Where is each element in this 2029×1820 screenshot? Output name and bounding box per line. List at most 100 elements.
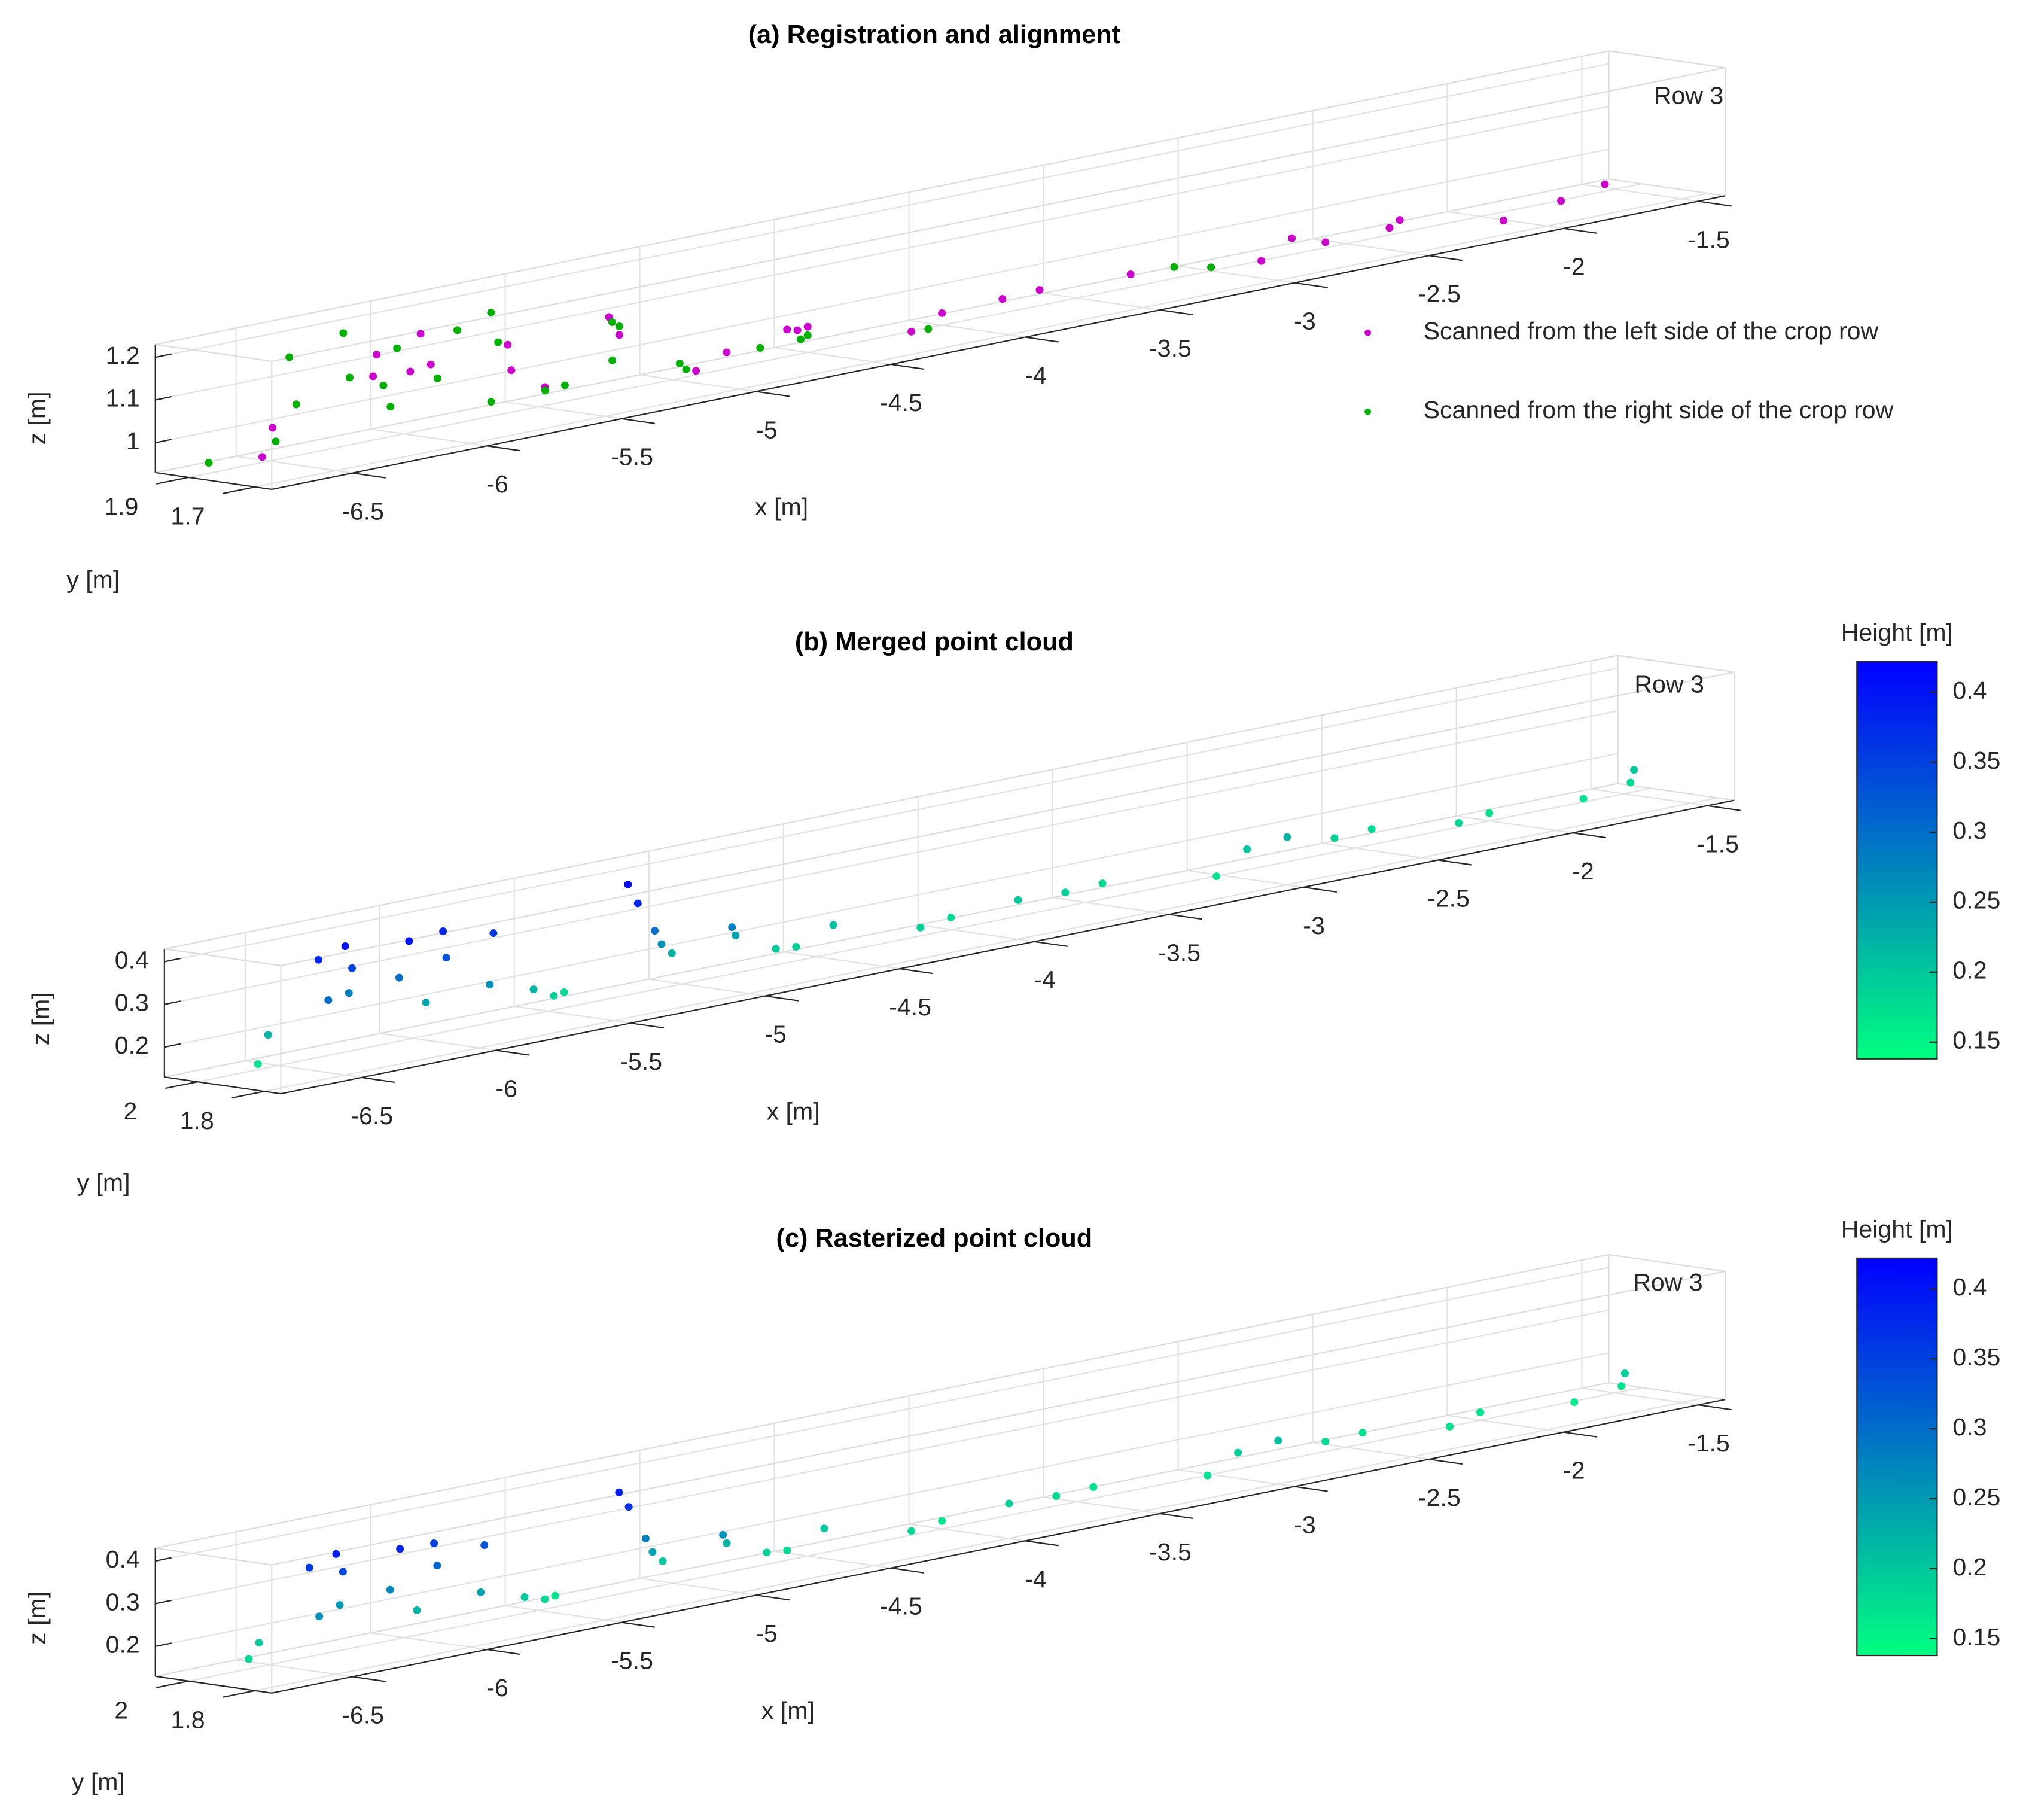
point [430,1539,438,1547]
point [907,327,916,336]
grid-line [505,1605,622,1623]
x-tick [622,418,655,424]
y-axis-label: y [m] [72,1768,125,1795]
point [615,331,623,339]
point [1243,845,1251,853]
grid-line [1582,1387,1699,1406]
point [393,344,401,352]
point [332,1550,340,1558]
box-edge [155,178,1609,473]
point [487,308,495,316]
point [659,1557,667,1565]
colorbar-tick-label: 0.15 [1952,1623,2000,1651]
point [272,437,280,446]
point [723,1539,731,1547]
colorbar-tick-label: 0.3 [1952,817,1987,844]
annotation: Row 3 [1633,1268,1702,1296]
z-tick-label: 0.3 [115,989,149,1016]
z-axis-label: z [m] [23,391,51,445]
x-tick [1294,282,1328,288]
box-edge [155,1382,1609,1677]
grid-line [1178,1469,1295,1487]
y-axis-label: y [m] [77,1168,130,1196]
grid-line [155,1309,1609,1605]
grid-line [236,1659,353,1678]
point [1485,809,1494,817]
point [803,322,812,331]
z-axis-label: z [m] [27,992,54,1045]
x-tick [630,1022,665,1029]
point [550,991,558,1000]
x-tick-label: -6.5 [351,1102,393,1130]
point [1257,257,1266,265]
point [756,343,764,352]
box-edge [164,783,1618,1078]
z-tick [164,957,181,963]
grid-line [918,924,1035,942]
point [507,366,516,375]
point [608,356,617,364]
x-tick [1573,832,1606,839]
x-tick-label: -3.5 [1158,939,1201,966]
y-axis [155,1675,272,1694]
point [938,309,946,317]
z-tick [155,396,172,401]
point [487,398,495,406]
x-tick-label: -5 [755,1620,778,1647]
z-tick-label: 0.2 [115,1031,149,1059]
point [314,955,322,964]
colorbar [1856,661,1938,1060]
point [504,340,512,349]
x-tick [900,968,934,975]
x-tick [1428,1459,1463,1465]
point [254,1060,262,1069]
x-tick-label: -4 [1034,966,1056,994]
box-edge [1608,1253,1726,1273]
point [269,424,277,432]
x-tick [1169,914,1203,920]
x-tick [1159,309,1193,316]
point [416,330,425,338]
x-axis [272,1399,1726,1694]
x-tick [1025,336,1059,343]
grid-line [255,193,1709,488]
point [1014,896,1022,904]
point [1358,1429,1367,1437]
x-axis [281,799,1735,1095]
grid-line [909,319,1026,338]
y-tick [231,1091,264,1099]
grid-line [1043,293,1160,311]
point [675,359,684,367]
point [1061,888,1070,897]
point [1170,263,1178,271]
colorbar-tick-label: 0.15 [1952,1027,2000,1054]
x-tick-label: -1.5 [1687,1429,1730,1457]
grid-line [236,455,353,474]
z-tick [155,1599,172,1605]
x-tick-label: -6.5 [342,498,384,525]
point [938,1517,946,1525]
x-tick-label: -3.5 [1149,1538,1192,1566]
point [541,1595,549,1603]
point [1601,180,1609,188]
grid-line [155,63,1609,358]
x-tick [1707,805,1741,811]
point [348,964,357,972]
point [829,921,837,929]
point [1321,238,1330,246]
point [341,942,349,951]
point [205,459,213,467]
point [651,927,659,935]
x-tick [756,1594,790,1601]
point [442,954,450,962]
point [292,400,300,409]
point [406,367,415,376]
grid-line [1312,238,1430,257]
point [1274,1436,1282,1445]
x-tick [622,1621,655,1628]
point [783,325,791,334]
point [339,329,348,337]
y-tick [156,476,189,485]
z-tick-label: 0.3 [106,1588,140,1615]
